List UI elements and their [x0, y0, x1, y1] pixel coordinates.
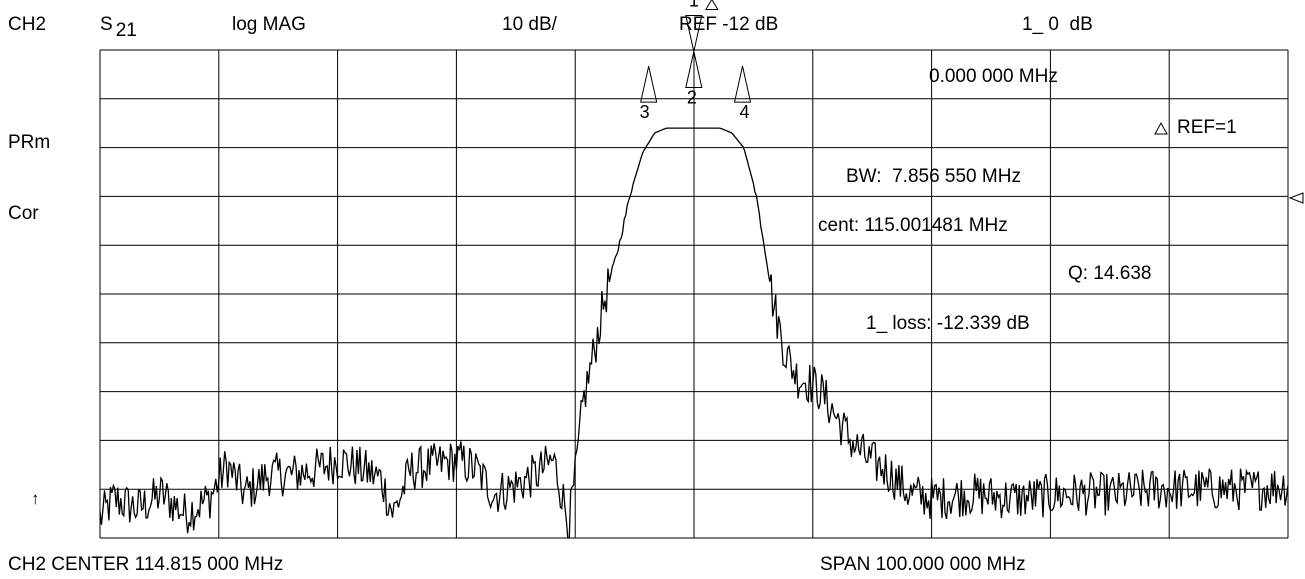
s-parameter-letter: S [100, 14, 113, 35]
bandwidth-readout: BW: 7.856 550 MHz [846, 166, 1021, 187]
marker-4-label: 4 [740, 102, 750, 122]
scale-label: 10 dB/ [502, 14, 557, 35]
span-label: SPAN 100.000 000 MHz [820, 554, 1026, 575]
marker-readout: 1_ 0 dB [1022, 14, 1093, 35]
marker-1-delta-icon [704, 0, 719, 10]
correction-indicator: Cor [8, 203, 39, 224]
up-arrow-icon: ↑ [31, 489, 40, 508]
s21-trace [99, 127, 1289, 539]
marker-frequency: 0.000 000 MHz [929, 66, 1058, 87]
marker-1-label: 1 [689, 0, 699, 10]
q-factor-readout: Q: 14.638 [1068, 263, 1152, 284]
reference-level-indicator [1288, 192, 1304, 204]
marker-symbols: 1 2 3 4 [640, 0, 752, 122]
marker-2-symbol [685, 51, 703, 88]
channel-label: CH2 [8, 14, 47, 35]
s-parameter-subscript: 21 [115, 20, 137, 41]
graticule [99, 49, 1289, 539]
marker-2-label: 2 [687, 87, 697, 107]
format-label: log MAG [232, 14, 306, 35]
marker-3-symbol [640, 65, 658, 103]
reference-label: REF -12 dB [679, 14, 779, 35]
center-frequency-readout: cent: 115.001481 MHz [818, 215, 1008, 236]
marker-1-symbol [685, 14, 703, 52]
delta-marker-triangle-icon [1154, 121, 1168, 135]
delta-reference: REF=1 [1177, 117, 1237, 138]
center-frequency-label: CH2 CENTER 114.815 000 MHz [8, 554, 284, 575]
insertion-loss-readout: 1_ loss: -12.339 dB [866, 313, 1030, 334]
marker-4-symbol [733, 65, 752, 103]
prm-indicator: PRm [8, 132, 51, 153]
s-parameter: S 21 [100, 14, 137, 40]
marker-3-label: 3 [640, 102, 650, 122]
